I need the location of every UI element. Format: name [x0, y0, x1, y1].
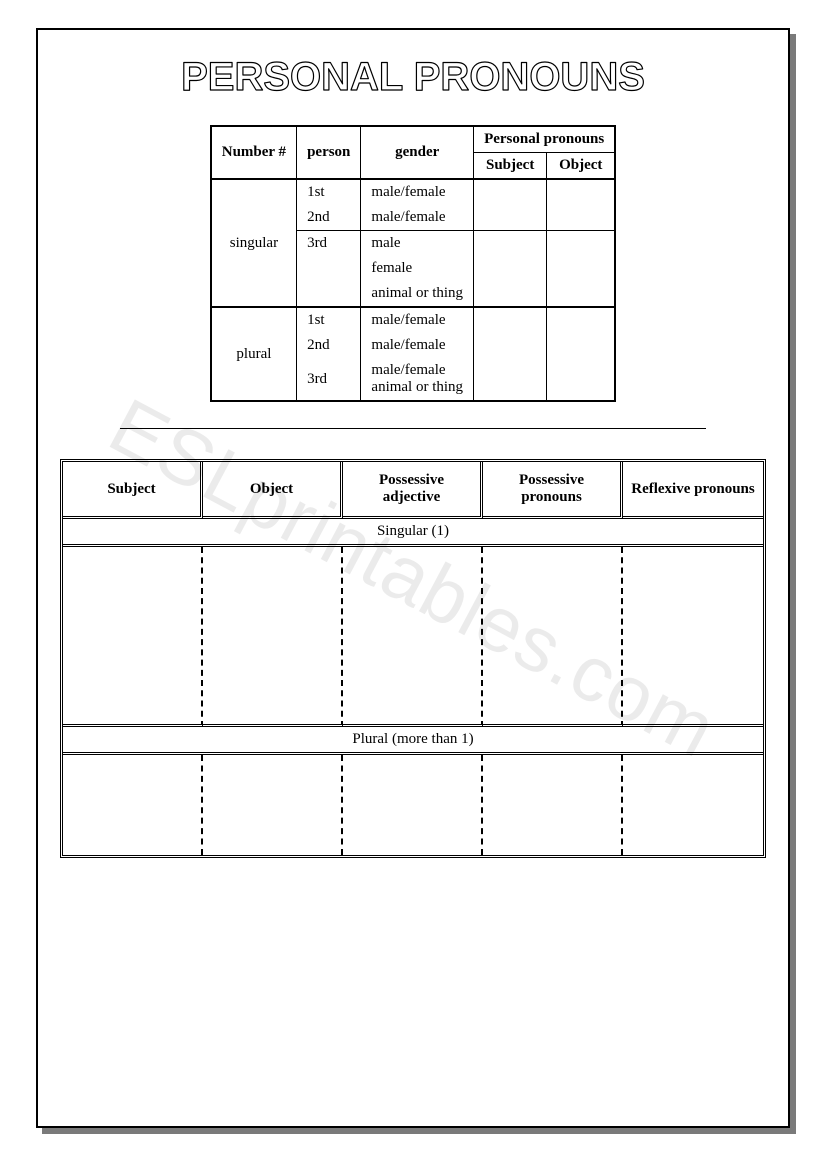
col-header-number: Number # — [211, 126, 297, 179]
cell-object — [547, 281, 615, 307]
cell-person: 2nd — [297, 205, 361, 231]
pronoun-forms-table: Subject Object Possessive adjective Poss… — [60, 459, 766, 858]
blank-cell — [343, 547, 483, 727]
cell-object — [547, 231, 615, 257]
plural-row — [63, 755, 763, 855]
cell-person: 3rd — [297, 231, 361, 257]
cell-gender: male/female — [361, 333, 474, 358]
blank-cell — [203, 755, 343, 855]
cell-person: 3rd — [297, 358, 361, 401]
col-header: Possessive pronouns — [483, 462, 623, 519]
cell-person: 1st — [297, 307, 361, 333]
cell-gender: female — [361, 256, 474, 281]
blank-cell — [483, 755, 623, 855]
cell-gender: male/female — [361, 307, 474, 333]
col-header-person: person — [297, 126, 361, 179]
col-header-subject: Subject — [474, 153, 547, 180]
col-header: Object — [203, 462, 343, 519]
blank-cell — [343, 755, 483, 855]
cell-object — [547, 179, 615, 205]
blank-cell — [623, 755, 763, 855]
col-header-personal-pronouns: Personal pronouns — [474, 126, 616, 153]
cell-subject — [474, 281, 547, 307]
cell-subject — [474, 179, 547, 205]
pronoun-classification-table-wrap: Number # person gender Personal pronouns… — [60, 125, 766, 402]
cell-object — [547, 307, 615, 333]
pronoun-classification-table: Number # person gender Personal pronouns… — [210, 125, 616, 402]
cell-object — [547, 333, 615, 358]
cell-subject — [474, 333, 547, 358]
cell-gender: male/female — [361, 179, 474, 205]
singular-row — [63, 547, 763, 727]
page-title: PERSONAL PRONOUNS — [60, 52, 766, 105]
blank-cell — [63, 755, 203, 855]
cell-gender: animal or thing — [361, 281, 474, 307]
cell-person: 1st — [297, 179, 361, 205]
col-header: Subject — [63, 462, 203, 519]
row-label-singular: singular — [211, 179, 297, 307]
page-frame: ESLprintables.com PERSONAL PRONOUNS Numb… — [36, 28, 790, 1128]
cell-subject — [474, 205, 547, 231]
cell-gender: male — [361, 231, 474, 257]
svg-text:PERSONAL PRONOUNS: PERSONAL PRONOUNS — [181, 55, 645, 99]
col-header-gender: gender — [361, 126, 474, 179]
cell-gender: male/female — [361, 205, 474, 231]
cell-object — [547, 205, 615, 231]
blank-cell — [623, 547, 763, 727]
table-header-row: Subject Object Possessive adjective Poss… — [63, 462, 763, 519]
cell-object — [547, 256, 615, 281]
divider — [120, 428, 706, 429]
blank-cell — [203, 547, 343, 727]
cell-subject — [474, 307, 547, 333]
blank-cell — [63, 547, 203, 727]
cell-object — [547, 358, 615, 401]
row-label-plural: plural — [211, 307, 297, 401]
col-header: Reflexive pronouns — [623, 462, 763, 519]
section-label-singular: Singular (1) — [63, 519, 763, 547]
cell-subject — [474, 256, 547, 281]
cell-subject — [474, 231, 547, 257]
col-header: Possessive adjective — [343, 462, 483, 519]
cell-person: 2nd — [297, 333, 361, 358]
cell-person — [297, 256, 361, 281]
blank-cell — [483, 547, 623, 727]
col-header-object: Object — [547, 153, 615, 180]
cell-gender: male/female animal or thing — [361, 358, 474, 401]
cell-subject — [474, 358, 547, 401]
cell-person — [297, 281, 361, 307]
section-label-plural: Plural (more than 1) — [63, 727, 763, 755]
